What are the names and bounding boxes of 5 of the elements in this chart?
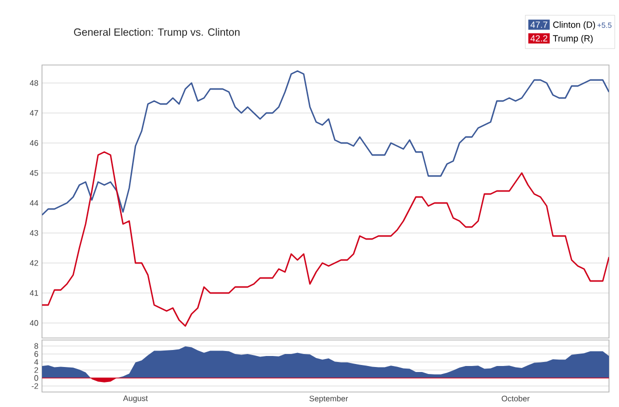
text: 47.7	[530, 22, 548, 28]
legend-label: Clinton (D)	[553, 21, 596, 30]
legend-label: Trump (R)	[552, 34, 593, 44]
text: 42.2	[530, 35, 548, 42]
chart-title: General Election: Trump vs. Clinton	[74, 28, 240, 38]
